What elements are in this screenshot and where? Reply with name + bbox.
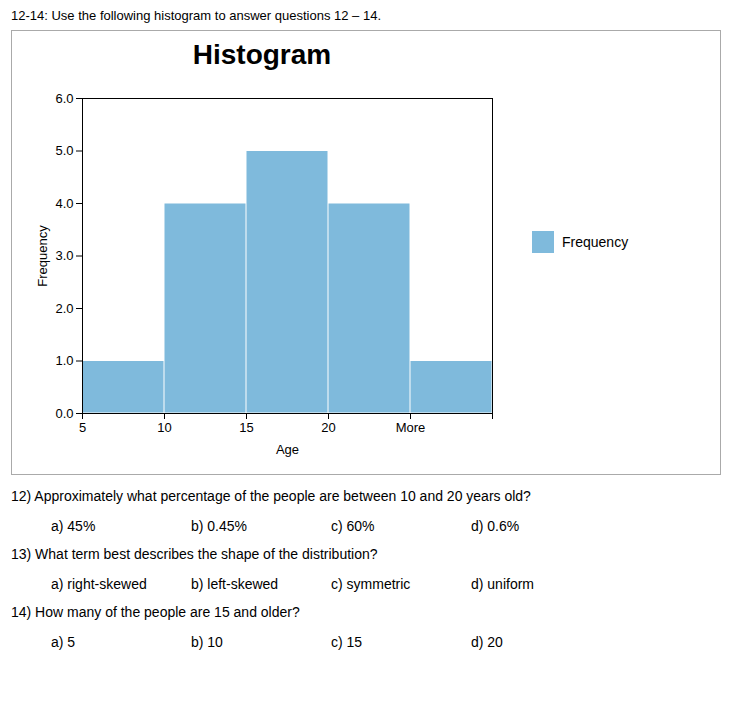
html-text:b) 0.45%: b) 0.45%	[191, 518, 247, 534]
svg-text:5.0: 5.0	[55, 143, 73, 158]
html-text:12) Approximately what percent: 12) Approximately what percentage of the…	[11, 488, 531, 504]
html-text:d) uniform: d) uniform	[471, 576, 534, 592]
html-text:Histogram: Histogram	[192, 39, 332, 70]
html-text:c) 60%: c) 60%	[331, 518, 375, 534]
svg-text:6.0: 6.0	[55, 91, 73, 106]
svg-text:5: 5	[79, 420, 86, 435]
html-text:13) What term best describes t: 13) What term best describes the shape o…	[11, 546, 378, 562]
html-text:12-14: Use the following histo: 12-14: Use the following histogram to an…	[11, 8, 381, 23]
html-text:c) symmetric: c) symmetric	[331, 576, 411, 592]
html-text:a) 5: a) 5	[51, 634, 76, 650]
svg-text:20: 20	[321, 420, 335, 435]
svg-text:1.0: 1.0	[55, 353, 73, 368]
svg-text:Age: Age	[276, 442, 299, 457]
html-text:c) 15: c) 15	[331, 634, 363, 650]
svg-text:Frequency: Frequency	[35, 225, 50, 287]
html-text:b) left-skewed: b) left-skewed	[191, 576, 279, 592]
html-text:Frequency: Frequency	[562, 234, 629, 250]
svg-text:15: 15	[239, 420, 253, 435]
html-text:a) 45%: a) 45%	[51, 518, 96, 534]
svg-text:More: More	[396, 420, 426, 435]
svg-text:0.0: 0.0	[55, 406, 73, 421]
html-text:14) How many of the people are: 14) How many of the people are 15 and ol…	[11, 604, 300, 620]
svg-text:2.0: 2.0	[55, 301, 73, 316]
svg-text:4.0: 4.0	[55, 196, 73, 211]
html-text:b) 10: b) 10	[191, 634, 223, 650]
html-text:a) right-skewed: a) right-skewed	[51, 576, 147, 592]
svg-text:10: 10	[157, 420, 171, 435]
html-text:d) 20: d) 20	[471, 634, 503, 650]
html-text:d) 0.6%: d) 0.6%	[471, 518, 520, 534]
svg-text:3.0: 3.0	[55, 248, 73, 263]
